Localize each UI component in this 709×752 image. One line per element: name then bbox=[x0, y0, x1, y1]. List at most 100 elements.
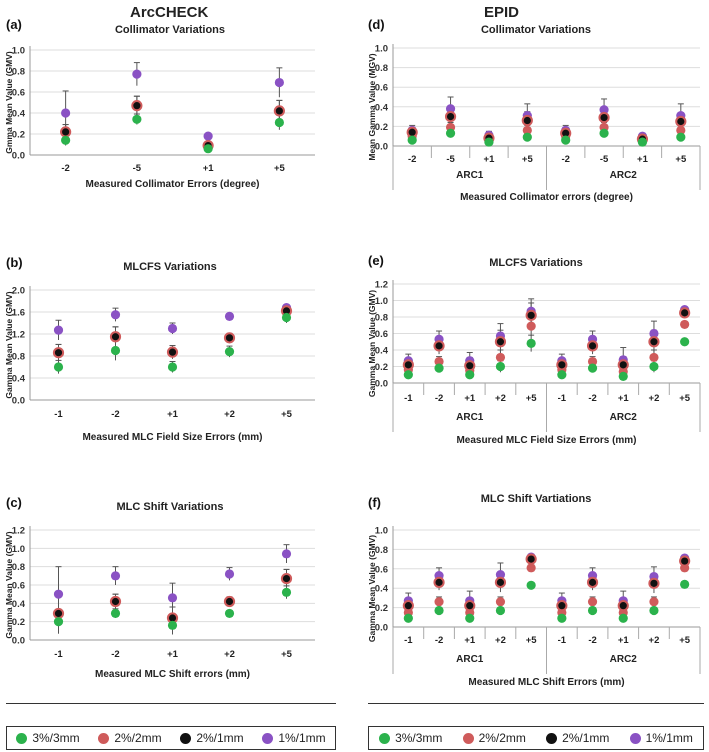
x-tick-label: -2 bbox=[435, 393, 443, 404]
y-tick-label: 0.2 bbox=[12, 130, 25, 141]
arccheck-heading: ArcCHECK bbox=[130, 4, 209, 21]
x-tick-label: -2 bbox=[111, 649, 119, 660]
y-tick-label: 0.2 bbox=[375, 362, 388, 373]
legend-label: 3%/3mm bbox=[32, 731, 80, 745]
chart-title: MLCFS Variations bbox=[489, 257, 583, 269]
data-point bbox=[522, 125, 532, 135]
data-point bbox=[60, 126, 72, 138]
panel-label: (c) bbox=[6, 495, 22, 510]
data-point bbox=[494, 576, 507, 588]
x-axis-label: Measured MLC Field Size Errors (mm) bbox=[82, 432, 262, 443]
data-point bbox=[680, 319, 690, 330]
data-point bbox=[52, 607, 65, 620]
data-point bbox=[110, 608, 121, 619]
x-tick-label: +1 bbox=[484, 154, 496, 165]
data-point bbox=[649, 597, 659, 607]
data-point bbox=[679, 307, 691, 319]
data-point bbox=[132, 69, 142, 79]
data-point bbox=[402, 359, 414, 371]
y-tick-label: 0.0 bbox=[375, 623, 388, 634]
x-tick-label: -2 bbox=[408, 154, 416, 165]
legend-marker-icon bbox=[180, 732, 192, 744]
data-point bbox=[648, 577, 660, 589]
data-point bbox=[53, 589, 64, 599]
y-tick-label: 0.0 bbox=[12, 396, 25, 407]
x-tick-label: -2 bbox=[111, 409, 119, 420]
legend-separator-left bbox=[6, 703, 336, 704]
x-tick-label: +1 bbox=[618, 393, 630, 404]
data-point bbox=[649, 352, 659, 363]
y-tick-label: 0.0 bbox=[375, 142, 388, 153]
data-point bbox=[494, 336, 507, 348]
data-point bbox=[557, 613, 567, 623]
figure-panels: (a) Collimator Variations 0.0 0.2 0.4 0.6 0.8 1… bbox=[4, 17, 701, 688]
data-point bbox=[526, 338, 536, 348]
x-axis-label: Measured MLC Field Size Errors (mm) bbox=[456, 435, 636, 446]
data-point bbox=[465, 370, 475, 380]
legend-right: 3%/3mm 2%/2mm 2%/1mm 1%/1mm bbox=[368, 726, 704, 750]
data-point bbox=[53, 617, 64, 627]
y-axis-label: Gamma Mean Value (GMV) bbox=[4, 291, 14, 398]
data-point bbox=[433, 340, 445, 352]
y-tick-label: 0.4 bbox=[375, 102, 389, 113]
data-point bbox=[680, 337, 690, 347]
legend-label: 2%/2mm bbox=[114, 731, 162, 745]
data-point bbox=[281, 587, 292, 597]
data-point bbox=[281, 549, 292, 559]
legend-marker-icon bbox=[262, 732, 274, 744]
data-point bbox=[522, 132, 532, 142]
data-point bbox=[433, 576, 445, 588]
data-point bbox=[495, 605, 506, 616]
data-point bbox=[444, 111, 457, 123]
y-axis-label: Mean Gamma Value (MGV) bbox=[367, 53, 377, 160]
data-point bbox=[561, 135, 571, 145]
x-tick-label: +5 bbox=[675, 154, 687, 165]
x-tick-label: +5 bbox=[522, 154, 534, 165]
data-point bbox=[556, 359, 568, 371]
data-point bbox=[495, 597, 506, 607]
data-point bbox=[131, 100, 143, 112]
data-point bbox=[110, 345, 121, 356]
panel-label: (d) bbox=[368, 17, 385, 32]
legend-item-1-1: 1%/1mm bbox=[262, 731, 326, 745]
y-tick-label: 0.4 bbox=[12, 374, 26, 385]
y-tick-label: 0.8 bbox=[375, 313, 388, 324]
y-tick-label: 1.0 bbox=[375, 44, 388, 55]
chart-title: Collimator Variations bbox=[115, 24, 225, 36]
data-point bbox=[434, 356, 444, 367]
data-point bbox=[274, 77, 284, 88]
legend-left: 3%/3mm 2%/2mm 2%/1mm 1%/1mm bbox=[6, 726, 336, 750]
data-point bbox=[61, 135, 71, 145]
data-point bbox=[495, 361, 506, 372]
legend-item-1-1: 1%/1mm bbox=[629, 731, 693, 745]
data-point bbox=[434, 363, 444, 373]
legend-item-2-2: 2%/2mm bbox=[462, 731, 526, 745]
data-point bbox=[402, 600, 414, 612]
data-point bbox=[167, 323, 178, 334]
x-tick-label: +5 bbox=[526, 393, 538, 404]
panel-label: (a) bbox=[6, 17, 22, 32]
epid-heading: EPID bbox=[484, 4, 520, 21]
data-point bbox=[587, 363, 598, 373]
x-tick-label: +5 bbox=[679, 393, 691, 404]
data-point bbox=[675, 115, 687, 128]
data-point bbox=[679, 555, 691, 567]
x-tick-label: +5 bbox=[281, 649, 293, 660]
data-point bbox=[587, 356, 598, 367]
x-tick-label: +2 bbox=[495, 393, 506, 404]
legend-marker-icon bbox=[98, 732, 110, 744]
data-point bbox=[281, 312, 292, 323]
data-point bbox=[406, 126, 418, 138]
data-point bbox=[525, 553, 537, 565]
y-tick-label: 0.4 bbox=[375, 584, 389, 595]
legend-marker-icon bbox=[462, 732, 474, 744]
group-label: ARC2 bbox=[610, 654, 638, 665]
y-tick-label: 1.0 bbox=[375, 296, 388, 307]
group-label: ARC2 bbox=[610, 170, 638, 181]
y-tick-label: 1.0 bbox=[12, 46, 25, 57]
legend-label: 1%/1mm bbox=[645, 731, 693, 745]
y-tick-label: 0.4 bbox=[12, 109, 26, 120]
y-tick-label: 0.2 bbox=[375, 122, 388, 133]
x-tick-label: +2 bbox=[495, 635, 506, 646]
x-tick-label: -1 bbox=[54, 409, 63, 420]
